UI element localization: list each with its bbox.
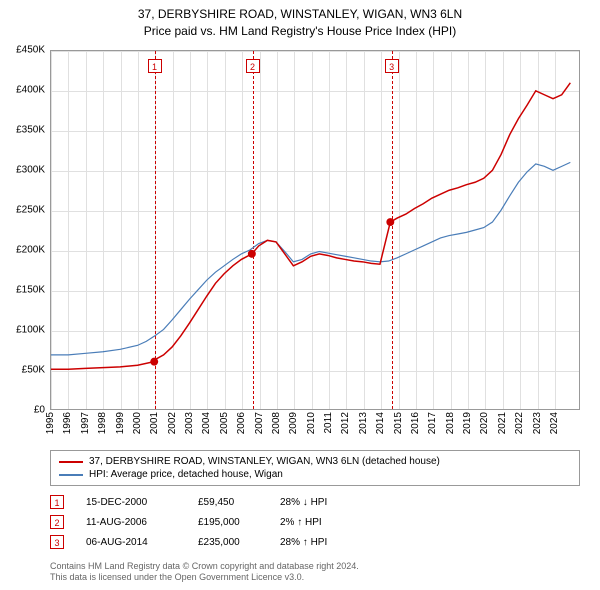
x-axis-label: 2009 [288,412,299,434]
event-price: £235,000 [198,537,258,548]
title-subtitle: Price paid vs. HM Land Registry's House … [0,23,600,40]
attribution-line2: This data is licensed under the Open Gov… [50,572,359,584]
event-row: 2 11-AUG-2006 £195,000 2% ↑ HPI [50,512,360,532]
x-axis-label: 1995 [45,412,56,434]
sale-marker [248,250,256,258]
x-axis-label: 1998 [97,412,108,434]
event-date: 11-AUG-2006 [86,517,176,528]
event-pct-vs-hpi: 2% ↑ HPI [280,517,360,528]
event-date: 06-AUG-2014 [86,537,176,548]
title-address: 37, DERBYSHIRE ROAD, WINSTANLEY, WIGAN, … [0,6,600,23]
x-axis-label: 2000 [132,412,143,434]
y-axis-label: £350K [16,125,45,136]
x-axis-label: 2001 [149,412,160,434]
attribution: Contains HM Land Registry data © Crown c… [50,561,359,584]
x-axis-label: 2019 [462,412,473,434]
x-axis-label: 2003 [184,412,195,434]
x-axis-label: 2010 [306,412,317,434]
x-axis-label: 2002 [167,412,178,434]
x-axis-label: 2023 [532,412,543,434]
legend-item: 37, DERBYSHIRE ROAD, WINSTANLEY, WIGAN, … [59,455,571,468]
x-axis-label: 2006 [236,412,247,434]
event-pct-vs-hpi: 28% ↓ HPI [280,497,360,508]
x-axis-label: 2018 [445,412,456,434]
plot-region: 123 [50,50,580,410]
x-axis-label: 2021 [497,412,508,434]
event-number-badge: 3 [50,535,64,549]
legend: 37, DERBYSHIRE ROAD, WINSTANLEY, WIGAN, … [50,450,580,486]
y-axis-label: £100K [16,325,45,336]
x-axis-label: 2008 [271,412,282,434]
x-axis-label: 2005 [219,412,230,434]
sale-marker [386,218,394,226]
y-axis-label: £300K [16,165,45,176]
x-axis-label: 2007 [254,412,265,434]
y-axis-label: £200K [16,245,45,256]
legend-item: HPI: Average price, detached house, Wiga… [59,468,571,481]
y-axis-label: £450K [16,45,45,56]
x-axis-label: 2015 [393,412,404,434]
series-hpi [51,162,570,355]
sale-marker [150,358,158,366]
y-axis-label: £50K [22,365,45,376]
x-axis-label: 2024 [549,412,560,434]
x-axis-label: 2013 [358,412,369,434]
event-row: 3 06-AUG-2014 £235,000 28% ↑ HPI [50,532,360,552]
x-axis-label: 2017 [427,412,438,434]
event-row: 1 15-DEC-2000 £59,450 28% ↓ HPI [50,492,360,512]
series-property [51,83,570,369]
events-table: 1 15-DEC-2000 £59,450 28% ↓ HPI 2 11-AUG-2006… [50,492,360,552]
x-axis-label: 1999 [115,412,126,434]
legend-label: 37, DERBYSHIRE ROAD, WINSTANLEY, WIGAN, … [89,456,440,467]
y-axis-label: £250K [16,205,45,216]
chart-area: 123 £0£50K£100K£150K£200K£250K£300K£350K… [50,50,580,410]
legend-label: HPI: Average price, detached house, Wiga… [89,469,283,480]
y-axis-label: £150K [16,285,45,296]
x-axis-label: 2004 [201,412,212,434]
event-date: 15-DEC-2000 [86,497,176,508]
y-axis-label: £400K [16,85,45,96]
chart-title: 37, DERBYSHIRE ROAD, WINSTANLEY, WIGAN, … [0,0,600,40]
event-price: £195,000 [198,517,258,528]
x-axis-label: 2014 [375,412,386,434]
x-axis-label: 2016 [410,412,421,434]
x-axis-label: 2022 [514,412,525,434]
line-svg [51,51,579,409]
y-axis-label: £0 [34,405,45,416]
x-axis-label: 1996 [62,412,73,434]
legend-swatch [59,474,83,476]
event-pct-vs-hpi: 28% ↑ HPI [280,537,360,548]
x-axis-label: 2012 [340,412,351,434]
attribution-line1: Contains HM Land Registry data © Crown c… [50,561,359,573]
legend-swatch [59,461,83,463]
x-axis-label: 2020 [479,412,490,434]
event-price: £59,450 [198,497,258,508]
event-number-badge: 1 [50,495,64,509]
x-axis-label: 2011 [323,412,334,434]
chart-container: 37, DERBYSHIRE ROAD, WINSTANLEY, WIGAN, … [0,0,600,590]
event-number-badge: 2 [50,515,64,529]
x-axis-label: 1997 [80,412,91,434]
